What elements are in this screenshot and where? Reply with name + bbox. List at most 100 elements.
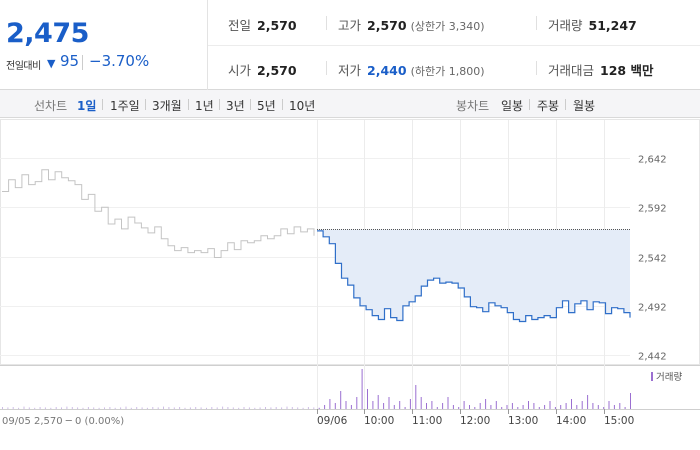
- axis-labels: 2,642 2,592 2,542 2,492 2,442 09/06 10:00 11:00…: [2, 155, 682, 428]
- candle-monthly[interactable]: 월봉: [573, 99, 596, 113]
- volume-bar: [82, 407, 84, 409]
- volume-bar: [350, 405, 352, 409]
- volume-bar: [195, 407, 197, 409]
- volume-bar: [130, 407, 132, 409]
- volume-legend-swatch: [651, 372, 653, 381]
- volume-bar: [200, 407, 202, 409]
- toolbar-divider: [102, 99, 103, 110]
- today-area-fill: [317, 229, 630, 322]
- volume-bar: [71, 407, 73, 409]
- change-divider: [82, 55, 83, 70]
- volume-bar: [281, 407, 283, 409]
- volume-bar: [291, 407, 293, 409]
- volume-bars: [2, 369, 631, 409]
- x-tick-label: 10:00: [364, 415, 394, 427]
- line-chart-label: 선차트: [34, 99, 68, 113]
- volume-bar: [216, 407, 218, 409]
- volume-bar: [206, 407, 207, 409]
- prev-day-line: [2, 169, 315, 258]
- volume-bar: [597, 405, 599, 409]
- volume-bar: [259, 407, 261, 409]
- period-3m[interactable]: 3개월: [152, 99, 182, 113]
- volume-bar: [576, 405, 578, 409]
- volume-bar: [426, 403, 427, 409]
- volume-bar: [2, 407, 3, 409]
- volume-bar: [136, 407, 138, 409]
- candle-daily[interactable]: 일봉: [501, 99, 524, 113]
- prev-close-stat: 전일 2,570: [228, 15, 297, 34]
- toolbar-divider: [565, 99, 566, 110]
- volume-bar: [297, 407, 299, 409]
- volume-bar: [173, 407, 175, 409]
- volume-bar: [479, 403, 481, 409]
- volume-bar: [383, 403, 385, 409]
- volume-bar: [624, 407, 626, 409]
- volume-bar: [34, 407, 36, 409]
- volume-bar: [98, 407, 100, 409]
- volume-bar: [313, 407, 315, 409]
- volume-bar: [44, 407, 46, 409]
- volume-bar: [270, 407, 272, 409]
- open-stat: 시가 2,570: [228, 60, 297, 79]
- amount-stat: 거래대금 128 백만: [548, 60, 653, 79]
- volume-bar: [404, 407, 406, 409]
- down-arrow-icon: ▼: [47, 57, 56, 70]
- period-10y[interactable]: 10년: [289, 99, 316, 113]
- change-label: 전일대비: [6, 61, 41, 72]
- volume-bar: [452, 405, 454, 409]
- low-label: 저가: [338, 63, 362, 78]
- x-tick-label: 11:00: [412, 415, 442, 427]
- volume-bar: [152, 407, 154, 409]
- candle-weekly[interactable]: 주봉: [537, 99, 560, 113]
- period-1d[interactable]: 1일: [77, 99, 97, 113]
- volume-bar: [613, 405, 615, 409]
- volume-bar: [608, 401, 610, 409]
- prev-close-value: 2,570: [257, 18, 297, 33]
- period-1w[interactable]: 1주일: [110, 99, 140, 113]
- volume-bar: [501, 407, 503, 409]
- volume-bar: [549, 401, 551, 409]
- volume-bar: [248, 407, 250, 409]
- volume-bar: [415, 385, 417, 409]
- volume-bar: [581, 401, 583, 409]
- period-3y[interactable]: 3년: [226, 99, 245, 113]
- toolbar-divider: [188, 99, 189, 110]
- volume-bar: [141, 407, 143, 409]
- volume-bar: [340, 391, 342, 409]
- prev-close-label: 전일: [228, 18, 252, 33]
- price-chart-svg: 2,642 2,592 2,542 2,492 2,442 09/06 10:00 11:00…: [0, 119, 700, 428]
- stat-divider: [326, 16, 327, 30]
- volume-bar: [318, 407, 320, 409]
- period-1y[interactable]: 1년: [195, 99, 214, 113]
- volume-bar: [114, 407, 116, 409]
- toolbar-divider: [250, 99, 251, 110]
- open-value: 2,570: [257, 63, 297, 78]
- volume-bar: [436, 407, 438, 409]
- volume-bar: [77, 407, 79, 409]
- period-5y[interactable]: 5년: [257, 99, 276, 113]
- y-tick-label: 2,592: [638, 204, 667, 215]
- volume-bar: [238, 407, 240, 409]
- volume-bar: [474, 407, 476, 409]
- prev-day-caption: 09/05 2,570 ─ 0 (0.00%): [2, 416, 124, 427]
- volume-bar: [28, 407, 30, 409]
- volume-bar: [184, 407, 186, 409]
- volume-bar: [7, 407, 9, 409]
- volume-bar: [554, 407, 556, 409]
- volume-bar: [232, 407, 234, 409]
- volume-bar: [490, 405, 492, 409]
- volume-bar: [587, 395, 589, 409]
- upper-limit: (상한가 3,340): [410, 20, 485, 33]
- volume-bar: [356, 397, 358, 409]
- volume-bar: [12, 407, 14, 409]
- volume-bar: [571, 399, 572, 409]
- toolbar-divider: [219, 99, 220, 110]
- x-tick-label: 13:00: [508, 415, 538, 427]
- volume-bar: [157, 407, 159, 409]
- today-area: [317, 229, 630, 322]
- volume-bar: [485, 399, 487, 409]
- volume-bar: [592, 403, 594, 409]
- volume-bar: [163, 406, 164, 409]
- toolbar-divider: [145, 99, 146, 110]
- volume-bar: [361, 369, 363, 409]
